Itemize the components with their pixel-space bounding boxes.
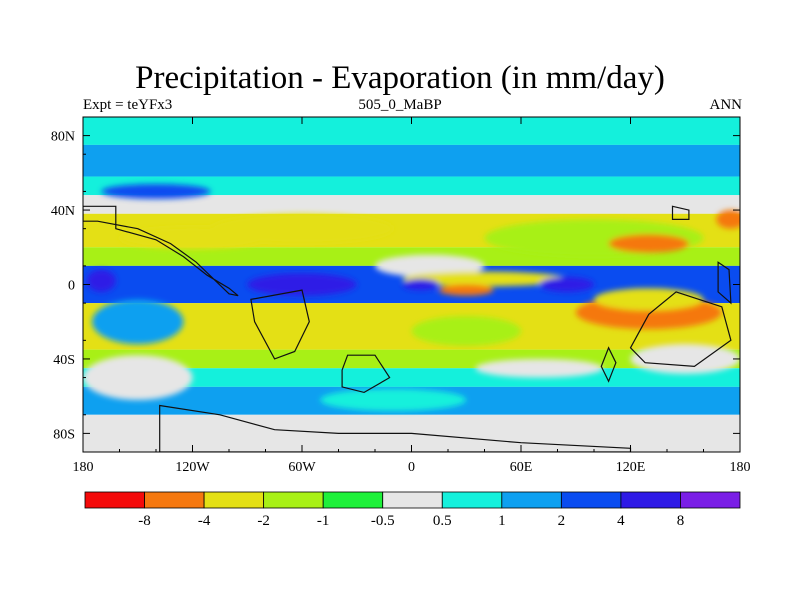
colorbar-swatch-1	[144, 491, 205, 509]
colorbar-label: 8	[677, 513, 685, 529]
colorbar-label: -4	[198, 513, 211, 529]
field-patch-5	[716, 210, 740, 229]
field-patch-11	[92, 299, 184, 345]
x-tick-label: 120W	[175, 460, 210, 475]
land-asia-north	[671, 205, 690, 220]
colorbar-label: 4	[617, 513, 625, 529]
field-patches	[83, 184, 740, 412]
colorbar-swatch-4	[322, 491, 384, 509]
y-axis: 80N 40N 0 40S 80S	[51, 116, 740, 453]
field-patch-7	[402, 271, 567, 287]
field-band-2	[83, 176, 740, 196]
land-north-america	[83, 205, 239, 297]
land-south-america	[250, 289, 310, 360]
experiment-label: Expt = teYFx3	[83, 97, 173, 113]
colorbar-swatch-9	[620, 491, 681, 509]
colorbar-swatch-2	[203, 491, 265, 509]
x-tick-label: 60E	[510, 460, 533, 475]
field-patch-6	[375, 254, 485, 278]
y-tick-label: 40S	[53, 353, 75, 368]
land-australia	[629, 291, 732, 368]
land-asia-east	[717, 261, 732, 305]
colorbar-label: 0.5	[433, 513, 452, 529]
colorbar-swatch-6	[441, 491, 503, 509]
colorbar-label: 1	[498, 513, 506, 529]
precipitation-field	[83, 117, 740, 452]
colorbar-label: -2	[257, 513, 270, 529]
field-patch-10	[594, 288, 704, 311]
colorbar-label: -1	[317, 513, 330, 529]
field-patch-12	[83, 355, 193, 400]
field-patch-19	[539, 277, 594, 292]
field-patch-4	[608, 234, 689, 253]
field-patch-2	[119, 226, 266, 250]
land-africa	[341, 354, 391, 394]
y-tick-label: 0	[68, 279, 75, 294]
y-tick-label: 80N	[51, 130, 75, 145]
field-patch-18	[402, 278, 439, 291]
colorbar-swatch-7	[501, 491, 562, 509]
field-patch-13	[411, 316, 521, 346]
x-tick-label: 180	[730, 460, 751, 475]
x-tick-label: 120E	[616, 460, 646, 475]
land-antarctica	[159, 404, 632, 452]
x-tick-label: 180	[73, 460, 94, 475]
field-patch-0	[101, 184, 211, 199]
colorbar-swatch-3	[263, 491, 324, 509]
colorbar-label: 2	[558, 513, 566, 529]
y-tick-label: 40N	[51, 204, 75, 219]
field-band-3	[83, 195, 740, 214]
colorbar-swatch-5	[382, 491, 443, 509]
field-band-1	[83, 144, 740, 177]
colorbar-label: -0.5	[371, 513, 395, 529]
chart-title: Precipitation - Evaporation (in mm/day)	[135, 60, 665, 96]
field-patch-20	[86, 269, 116, 292]
field-patch-8	[438, 284, 494, 296]
field-patch-15	[630, 344, 740, 374]
x-tick-label: 0	[408, 460, 415, 475]
field-patch-17	[247, 273, 357, 296]
colorbar-label: -8	[138, 513, 151, 529]
field-patch-14	[475, 358, 604, 378]
land-outlines	[83, 205, 732, 452]
colorbar-swatch-0	[84, 491, 145, 509]
colorbar-swatch-8	[560, 491, 622, 509]
season-label: ANN	[709, 97, 743, 113]
colorbar-swatch-10	[680, 491, 741, 509]
field-patch-16	[320, 388, 467, 412]
x-axis: 180 120W 60W 0 60E 120E 180	[73, 117, 751, 475]
colorbar: -8 -4 -2 -1 -0.5 0.5 1 2 4 8	[84, 491, 741, 529]
x-tick-label: 60W	[288, 460, 316, 475]
period-label: 505_0_MaBP	[358, 97, 442, 113]
land-india	[600, 346, 617, 383]
y-tick-label: 80S	[53, 427, 75, 442]
